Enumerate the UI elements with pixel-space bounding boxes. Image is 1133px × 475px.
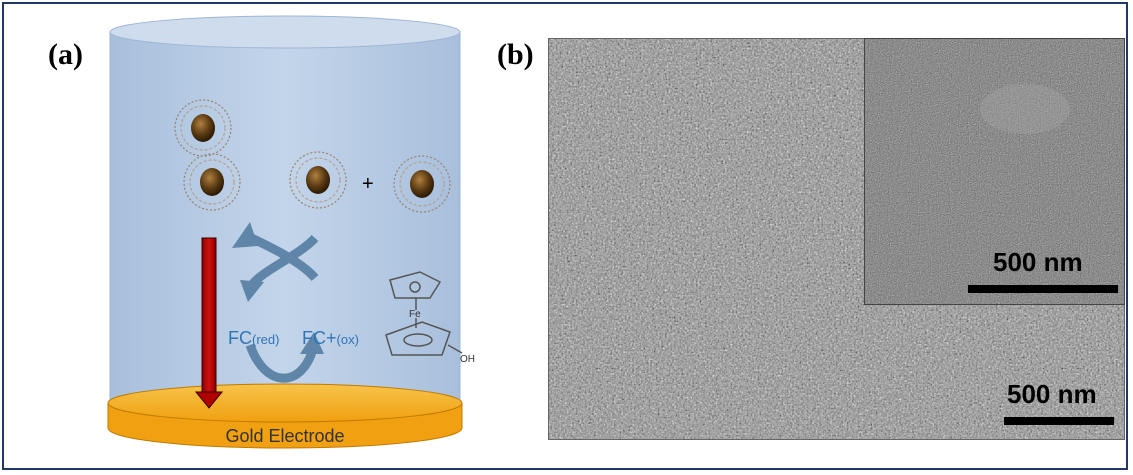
oh-label: OH: [460, 354, 475, 365]
panel-a-label: (a): [48, 38, 83, 71]
cycle-arrowhead-up: [232, 222, 258, 248]
figure-frame: [2, 2, 1128, 470]
fc-red-label: FC(red): [228, 328, 279, 348]
electrode-label: Gold Electrode: [225, 426, 344, 446]
nanoparticle: [183, 153, 241, 211]
electrochemical-cell-diagram: + FC(red) FC+(ox) Fe OH Gold Electrode: [107, 15, 475, 449]
fe-label: Fe: [409, 309, 421, 320]
nanoparticle: [393, 155, 451, 213]
cylinder-top: [109, 15, 461, 49]
nanoparticle: [174, 99, 232, 157]
inset-scale-label: 500 nm: [993, 247, 1083, 277]
panel-b-label: (b): [497, 38, 534, 71]
electrode-top: [107, 383, 463, 423]
cycle-arrowhead-right: [300, 332, 324, 354]
red-arrow-shaft: [201, 237, 217, 394]
fc-ox-label: FC+(ox): [302, 328, 359, 348]
sem-image-inset: 500 nm: [864, 38, 1125, 305]
nanoparticles: [174, 99, 451, 213]
sem-texture-inset: [865, 39, 1124, 304]
plus-sign: +: [362, 173, 374, 195]
red-arrow-head: [194, 391, 224, 409]
main-scale-bar: [1004, 417, 1114, 425]
main-scale-label: 500 nm: [1007, 379, 1097, 409]
inset-scale-bar: [968, 285, 1118, 293]
cycle-arrowhead-down: [240, 280, 264, 302]
ferrocene-structure: [385, 271, 463, 356]
nanoparticle: [289, 151, 347, 209]
